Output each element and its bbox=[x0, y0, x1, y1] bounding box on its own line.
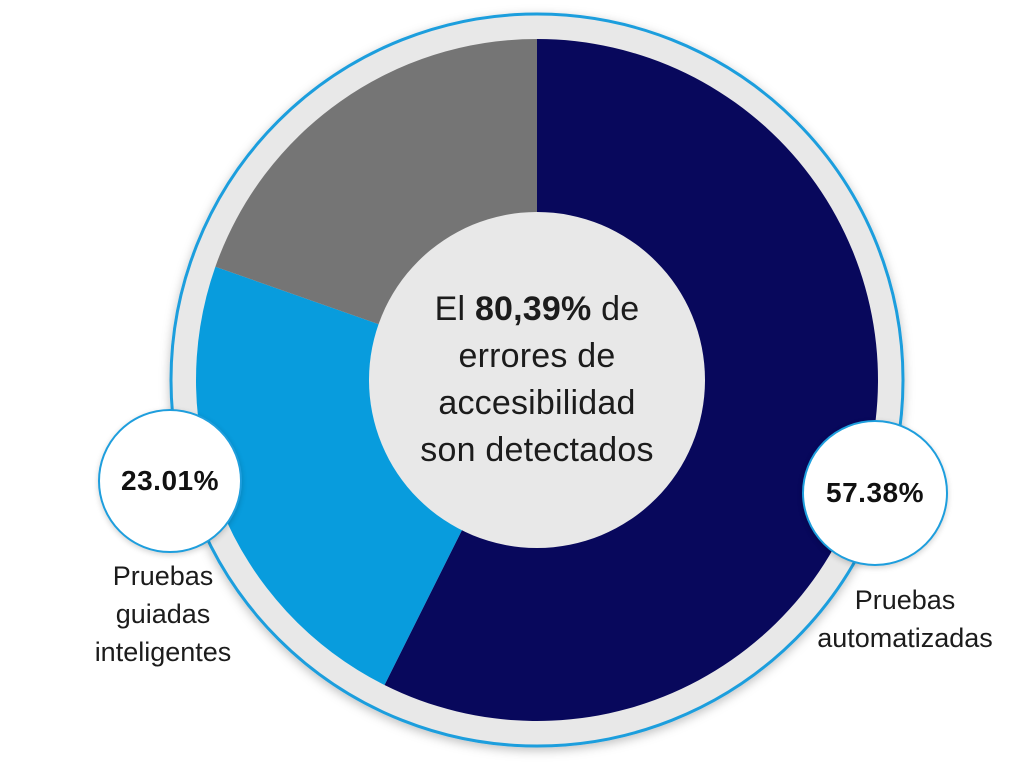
center-label-line1: El 80,39% de bbox=[347, 286, 727, 333]
label-automated-line1: Pruebas bbox=[854, 585, 956, 615]
label-automated-line2: automatizadas bbox=[817, 623, 993, 653]
label-automated-tests: Pruebas automatizadas bbox=[770, 581, 1024, 657]
center-label-line1-prefix: El bbox=[434, 290, 475, 328]
donut-hole bbox=[369, 212, 705, 548]
badge-guided-percent-value: 23.01% bbox=[121, 465, 219, 496]
badge-automated-percent: 57.38% bbox=[802, 420, 948, 566]
badge-guided-percent: 23.01% bbox=[98, 409, 242, 553]
center-label-percentage: 80,39% bbox=[474, 290, 592, 328]
center-label-line3: accesibilidad bbox=[438, 384, 636, 422]
center-label-line2: errores de bbox=[458, 337, 616, 375]
label-guided-line1: Pruebas bbox=[112, 561, 214, 591]
center-label-line4: son detectados bbox=[420, 431, 654, 469]
label-guided-tests: Pruebas guiadas inteligentes bbox=[35, 557, 291, 671]
label-guided-line3: inteligentes bbox=[94, 637, 232, 667]
badge-automated-percent-value: 57.38% bbox=[826, 477, 924, 508]
center-label-line1-suffix: de bbox=[591, 290, 640, 328]
center-label: El 80,39% de errores de accesibilidad so… bbox=[347, 286, 727, 474]
label-guided-line2: guiadas bbox=[115, 599, 211, 629]
